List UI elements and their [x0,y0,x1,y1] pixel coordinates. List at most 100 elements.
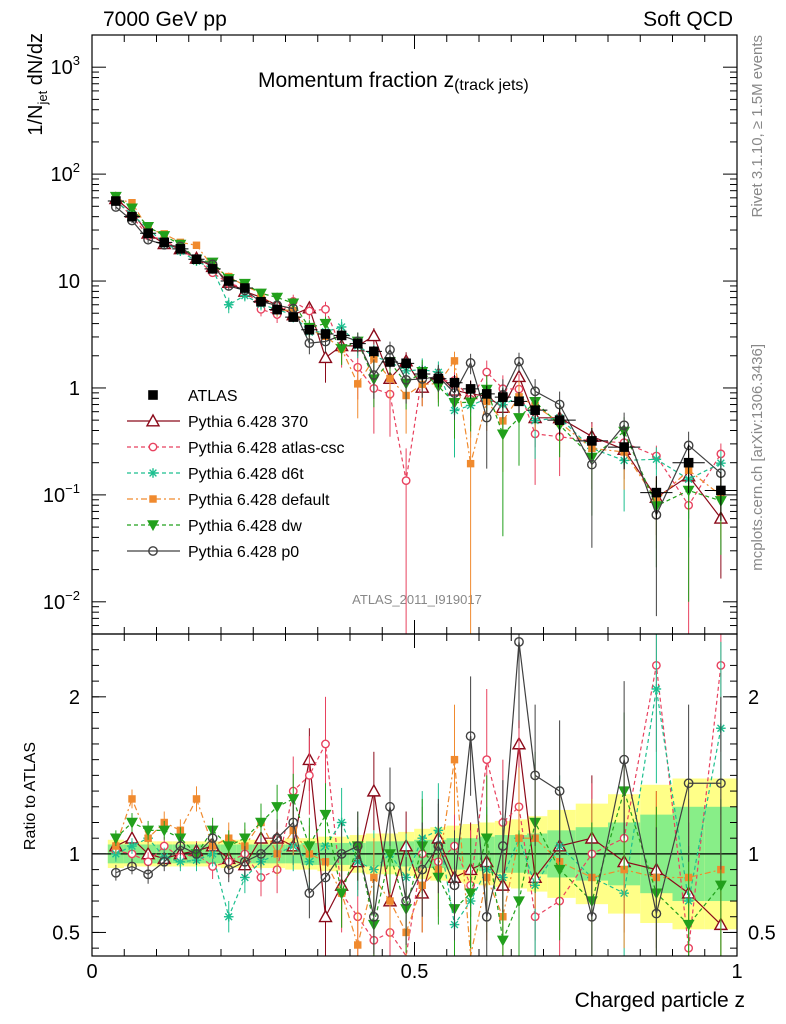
marker-data-square [449,377,460,388]
marker-triangle-down [142,222,155,233]
marker-triangle-down [255,288,267,300]
marker-open-circle [159,856,170,867]
legend-label: Pythia 6.428 d6t [188,466,304,483]
marker-data-square [433,373,444,384]
marker-data-square [651,487,662,498]
marker-open-circle [175,841,186,851]
marker-data-square [175,244,186,254]
marker-star-stroke [652,685,661,693]
y-ratio-tick-label-right: 2 [748,687,759,709]
marker-open-circle [368,911,379,922]
y-ratio-tick-label: 2 [69,687,80,709]
legend-entry: Pythia 6.428 p0 [127,544,299,561]
marker-open-circle [619,420,630,431]
marker-open-circle [304,338,315,349]
marker-open-circle [465,358,476,368]
marker-circle [401,476,411,486]
y-ratio-tick-label: 1 [69,844,80,866]
marker-triangle-down [496,935,509,947]
marker-star-stroke [128,842,136,850]
marker-open-circle [497,841,508,851]
marker-open-circle [127,861,137,872]
marker-open-circle [148,546,158,556]
marker-data-square [587,436,597,446]
marker-star-stroke [149,469,157,477]
marker-open-circle [352,841,363,851]
marker-triangle [318,909,333,923]
marker-triangle-down [147,520,159,532]
marker-triangle-down [513,896,525,908]
marker-open-circle [223,864,234,875]
y-ratio-tick-label-right: 0.5 [748,922,776,944]
marker-triangle-down [126,817,138,829]
marker-data-square [369,346,379,357]
main-title: Momentum fraction z(track jets) [258,69,529,94]
marker-open-circle [288,817,299,828]
series-layer [107,191,737,958]
marker-open-circle [143,869,154,880]
marker-data-square [683,457,694,468]
marker-open-circle [683,778,694,789]
y-tick-label: 103 [51,53,80,79]
marker-triangle [318,350,333,364]
marker-square [466,459,475,468]
marker-square [450,357,459,365]
marker-square [354,380,362,388]
legend-entry: Pythia 6.428 d6t [127,466,304,483]
y-tick-exp: −2 [65,588,80,603]
y-tick-base: 10 [51,164,73,186]
marker-open-circle [514,356,524,367]
y-tick-base: 10 [58,271,80,293]
series-line [115,199,722,507]
marker-open-circle [433,841,444,851]
marker-data-square [143,228,153,239]
marker-triangle-down [287,794,300,806]
marker-open-circle [239,856,250,867]
marker-data-square [223,276,234,286]
legend: ATLAS Pythia 6.428 370 Pythia 6.428 atlas-… [127,388,345,561]
marker-square [149,495,157,503]
marker-triangle-down [464,888,477,900]
marker-open-circle [465,731,476,741]
marker-triangle-down [335,888,348,900]
marker-open-circle [586,459,597,470]
marker-data-square [619,442,629,452]
y-tick-base: 10 [51,57,73,79]
marker-data-square [288,312,299,322]
marker-triangle-down [384,849,396,861]
y-tick-label: 10 [58,271,80,293]
marker-star [651,454,662,465]
marker-square [192,795,201,803]
marker-circle [321,739,330,749]
marker-star [148,468,158,478]
marker-open-circle [530,386,541,397]
marker-triangle-down [238,833,251,845]
marker-triangle-down [303,841,316,853]
marker-triangle [145,413,161,427]
series-data [107,196,737,521]
marker-triangle [366,783,382,797]
y-ratio-tick-label-right: 1 [748,844,759,866]
marker-triangle-down [271,292,284,304]
marker-data-square [352,338,363,349]
marker-data-square [498,392,508,402]
analysis-tag: ATLAS_2011_I919017 [352,592,482,607]
header-right: Soft QCD [643,8,733,31]
marker-data-square [385,357,395,367]
marker-data-square [127,211,137,222]
marker-square [386,897,394,905]
y-label-part-a: 1/N [25,105,47,136]
marker-data-square [514,396,524,407]
y-axis-label-ratio: Ratio to ATLAS [22,742,39,850]
marker-triangle-down [271,802,284,813]
marker-data-square [417,369,428,379]
marker-open-circle [417,864,428,875]
marker-data-square [272,304,282,315]
marker-triangle-down [714,880,727,892]
marker-triangle-down [158,825,171,837]
marker-data-square [256,296,266,307]
marker-square [386,374,394,383]
marker-data-square [554,415,565,425]
marker-square [370,873,378,882]
